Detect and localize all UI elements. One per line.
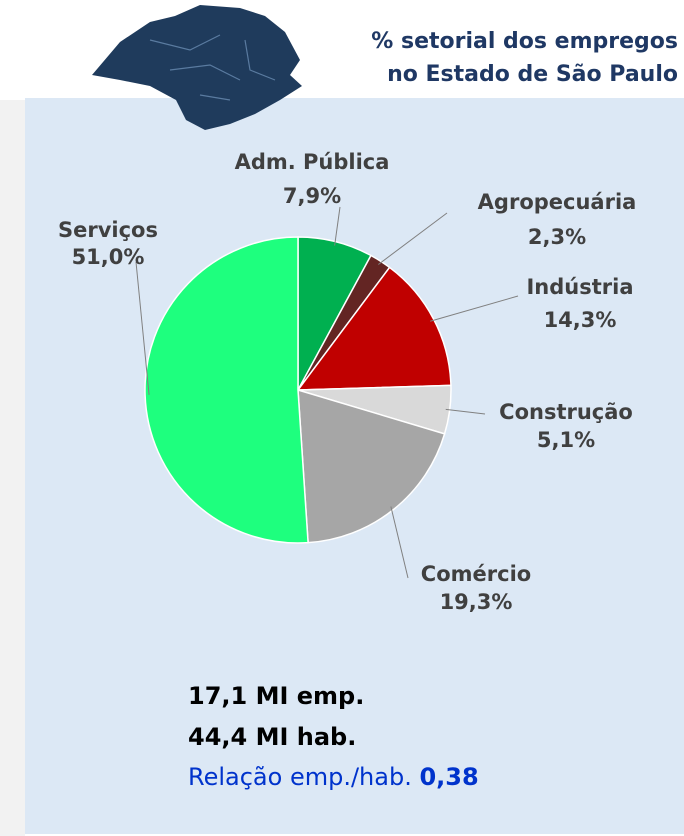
ratio: Relação emp./hab. 0,38 xyxy=(188,763,479,791)
leader-line xyxy=(378,212,448,265)
slice-value: 14,3% xyxy=(544,308,617,332)
map-icon xyxy=(92,5,302,130)
leader-line xyxy=(390,506,409,579)
slice-value: 2,3% xyxy=(528,225,586,249)
slice-label: Agropecuária xyxy=(478,190,637,214)
title-line: % setorial dos empregos xyxy=(371,29,678,54)
leader-line xyxy=(135,261,150,395)
population: 44,4 MI hab. xyxy=(188,723,356,751)
pie-slice xyxy=(144,236,309,544)
pie-slice xyxy=(296,266,452,391)
leader-line xyxy=(445,408,486,415)
leader-line xyxy=(334,206,341,246)
slice-value: 7,9% xyxy=(283,184,341,208)
side-strip xyxy=(0,100,25,836)
ratio-value: 0,38 xyxy=(419,763,478,791)
slice-label: Construção xyxy=(499,400,633,424)
slice-label: Comércio xyxy=(421,562,531,586)
slice-label: Serviços xyxy=(58,218,158,242)
slice-label: Indústria xyxy=(526,275,633,299)
leader-line xyxy=(430,295,519,322)
employment: 17,1 MI emp. xyxy=(188,682,364,710)
slice-value: 19,3% xyxy=(440,590,513,614)
slice-value: 5,1% xyxy=(537,428,595,452)
ratio-label: Relação emp./hab. xyxy=(188,763,412,791)
slice-value: 51,0% xyxy=(72,245,145,269)
pie-slice xyxy=(297,388,446,544)
title-line: no Estado de São Paulo xyxy=(387,62,678,87)
slice-label: Adm. Pública xyxy=(235,150,390,174)
